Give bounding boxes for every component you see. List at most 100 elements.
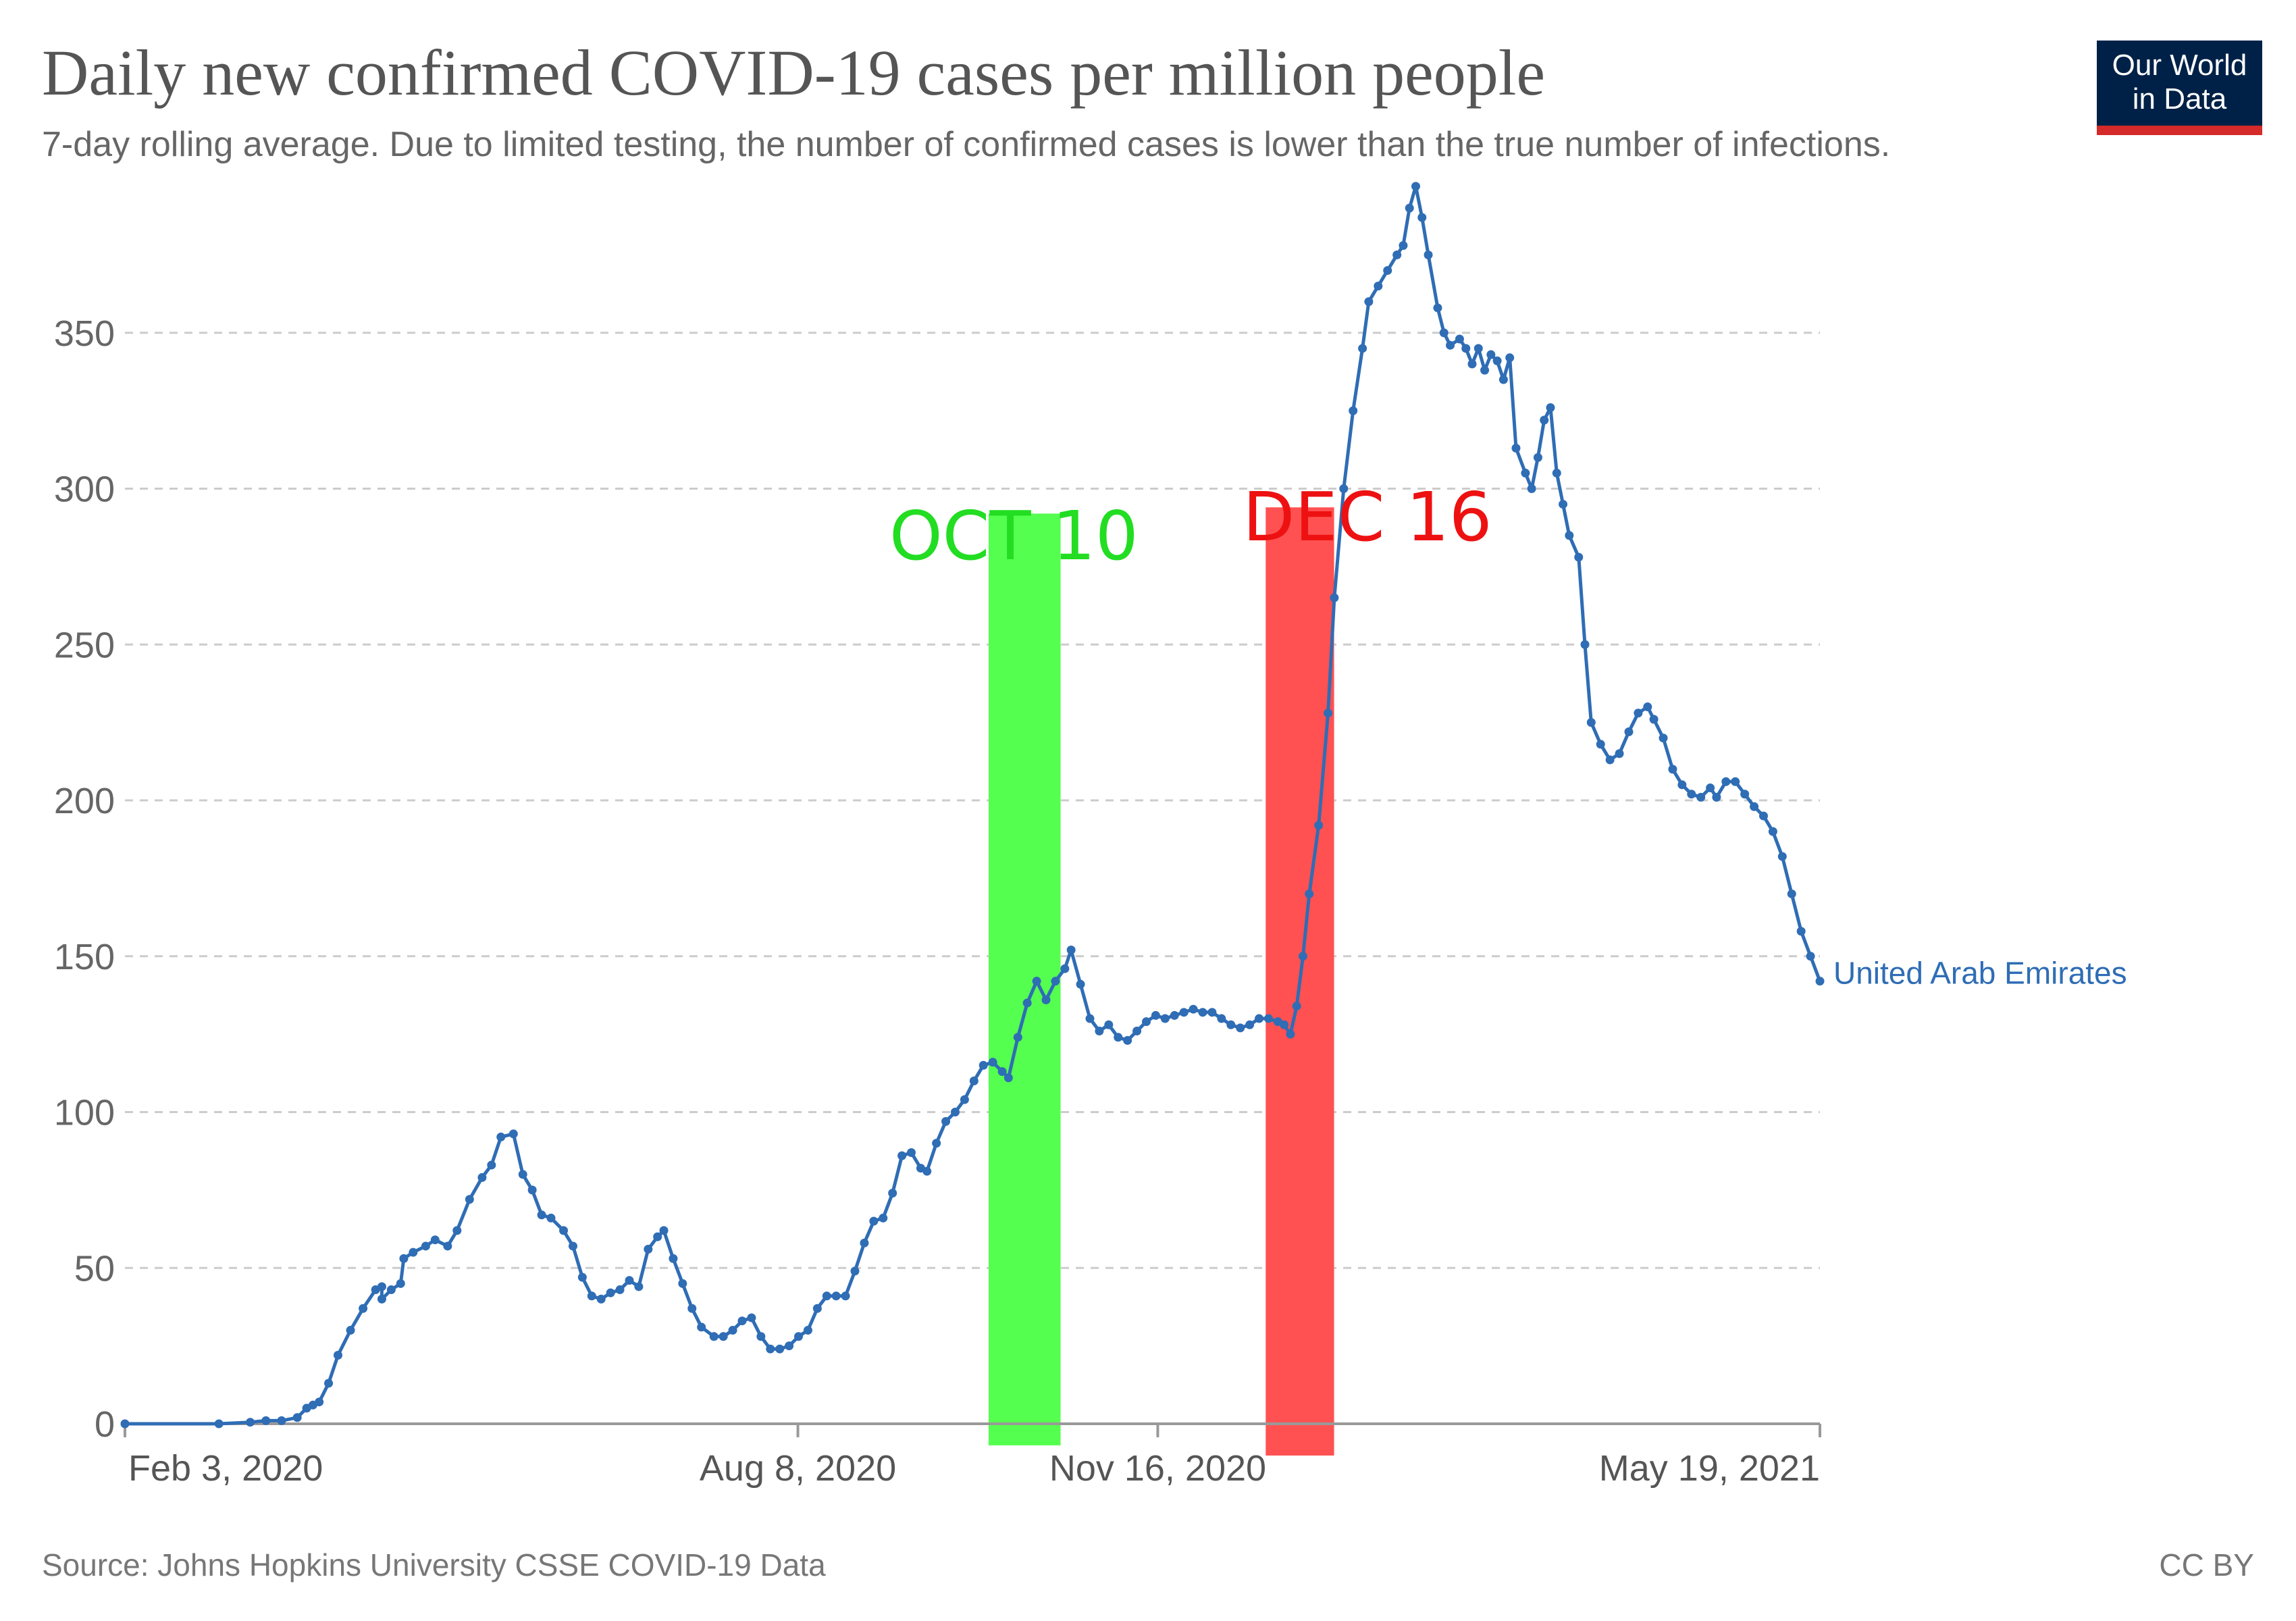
data-point <box>728 1326 737 1335</box>
data-point <box>1198 1008 1207 1017</box>
data-point <box>669 1254 678 1263</box>
data-point <box>1339 484 1349 493</box>
y-tick-label: 300 <box>54 469 115 510</box>
data-point <box>587 1291 596 1301</box>
data-point <box>1399 241 1408 251</box>
data-point <box>1546 403 1555 413</box>
data-point <box>803 1326 812 1335</box>
data-point <box>518 1170 527 1179</box>
data-point <box>1417 213 1427 222</box>
data-point <box>634 1282 644 1291</box>
series-line <box>125 184 1822 1426</box>
data-point <box>1467 359 1477 369</box>
data-point <box>1480 365 1490 375</box>
green-band-label: OCT 10 <box>889 496 1139 575</box>
data-point <box>1796 927 1806 936</box>
data-point <box>377 1282 386 1291</box>
x-axis: Feb 3, 2020 Aug 8, 2020 Nov 16, 2020 May 19… <box>124 1422 1821 1489</box>
data-point <box>960 1095 969 1104</box>
data-point <box>1505 353 1515 363</box>
data-point <box>1731 777 1740 786</box>
data-point <box>709 1332 719 1341</box>
data-point <box>1405 203 1414 213</box>
series-label: United Arab Emirates <box>1833 956 2127 991</box>
data-point <box>546 1213 556 1223</box>
data-point <box>897 1151 907 1160</box>
data-point <box>737 1316 747 1326</box>
data-point <box>860 1238 869 1247</box>
data-point <box>1433 303 1442 313</box>
data-point <box>888 1188 897 1198</box>
data-point <box>941 1116 951 1126</box>
x-tick-label: Aug 8, 2020 <box>700 1448 896 1489</box>
data-point <box>1721 777 1731 786</box>
data-point <box>377 1294 386 1304</box>
data-point <box>1349 406 1358 415</box>
data-point <box>1473 344 1483 353</box>
data-point <box>1280 1020 1289 1029</box>
data-point <box>1374 282 1383 291</box>
data-point <box>1706 783 1715 793</box>
series-layer: United Arab Emirates <box>120 182 2127 1429</box>
gridlines <box>125 332 1820 1269</box>
data-point <box>775 1344 785 1354</box>
page-title: Daily new confirmed COVID-19 cases per m… <box>42 36 1546 109</box>
data-point <box>1559 500 1568 509</box>
data-point <box>1750 802 1759 811</box>
data-point <box>1533 453 1542 462</box>
data-point <box>1492 356 1502 365</box>
data-point <box>1066 946 1076 955</box>
data-point <box>443 1241 452 1251</box>
data-point <box>465 1195 474 1204</box>
green-band <box>988 513 1061 1446</box>
owid-logo[interactable]: Our World in Data <box>2097 41 2262 135</box>
data-point <box>1696 792 1706 802</box>
data-point <box>1085 1014 1095 1023</box>
data-point <box>1596 740 1605 749</box>
data-point <box>346 1326 355 1335</box>
data-point <box>568 1241 577 1251</box>
data-point <box>1455 334 1464 344</box>
data-point <box>1815 977 1825 986</box>
data-point <box>1305 889 1314 898</box>
data-point <box>1076 979 1085 989</box>
data-point <box>1552 468 1561 478</box>
data-point <box>1383 265 1392 275</box>
data-point <box>625 1276 634 1285</box>
data-point <box>1712 792 1721 802</box>
data-point <box>1286 1029 1295 1039</box>
data-point <box>577 1272 587 1282</box>
data-point <box>527 1185 537 1195</box>
data-point <box>756 1332 766 1341</box>
data-point <box>1411 182 1420 191</box>
data-point <box>1032 977 1041 986</box>
data-point <box>596 1294 606 1304</box>
data-point <box>950 1108 960 1116</box>
data-point <box>1013 1033 1022 1042</box>
data-point <box>1392 250 1402 259</box>
data-point <box>922 1166 932 1176</box>
data-point <box>1263 1014 1273 1023</box>
data-point <box>409 1247 418 1257</box>
data-point <box>678 1279 687 1288</box>
data-point <box>421 1241 430 1251</box>
y-tick-label: 150 <box>54 937 115 977</box>
data-point <box>1649 715 1659 724</box>
data-point <box>869 1216 879 1226</box>
data-point <box>1580 640 1590 649</box>
data-point <box>1439 328 1449 338</box>
data-point <box>1687 790 1696 799</box>
data-point <box>1314 821 1324 830</box>
annotation-labels: OCT 10 DEC 16 <box>889 478 1492 575</box>
data-point <box>1424 250 1433 259</box>
data-point <box>1511 444 1521 453</box>
data-point <box>1634 709 1643 718</box>
y-tick-label: 350 <box>54 313 115 354</box>
y-tick-label: 50 <box>74 1248 115 1289</box>
license-link[interactable]: CC BY <box>2159 1547 2254 1583</box>
data-point <box>1141 1017 1151 1027</box>
data-point <box>979 1060 988 1070</box>
data-point <box>687 1304 697 1313</box>
data-point <box>644 1245 653 1254</box>
data-point <box>1565 531 1574 540</box>
